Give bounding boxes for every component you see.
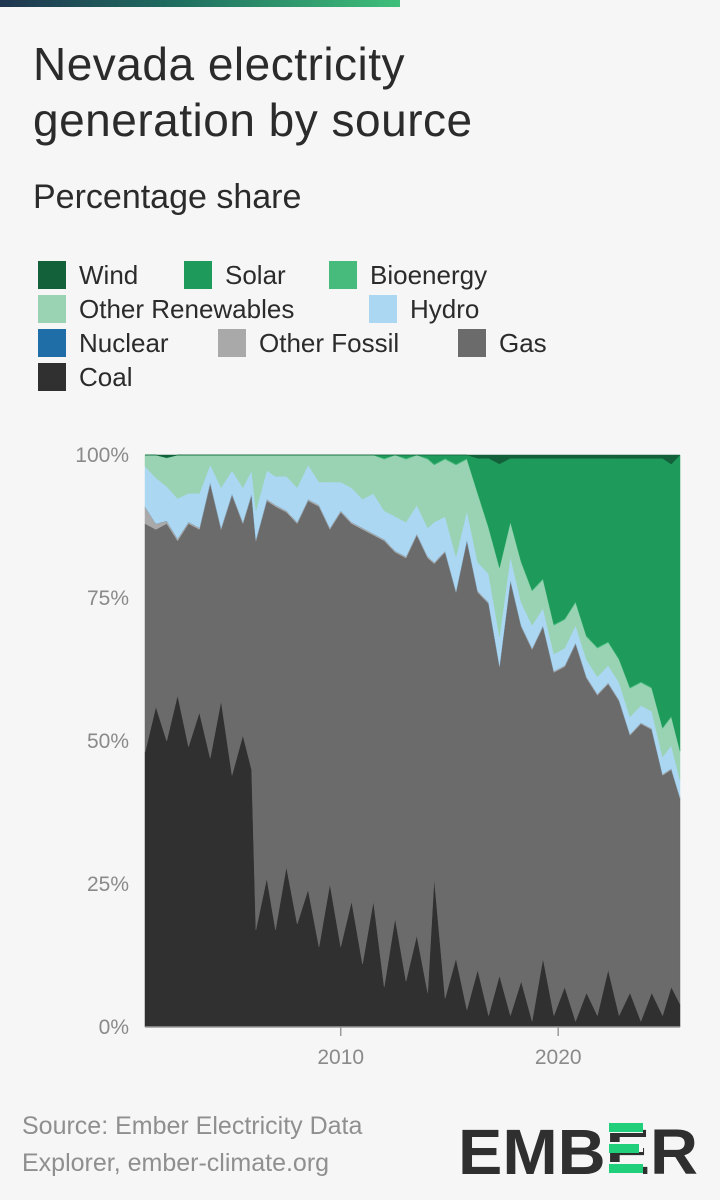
y-tick-label-100: 100% [75, 444, 129, 467]
legend-label-nuclear: Nuclear [79, 328, 169, 358]
y-tick-label-0: 0% [99, 1016, 129, 1039]
y-tick-label-50: 50% [87, 730, 129, 753]
y-axis-ticks: 0% 25% 50% 75% 100% [75, 444, 129, 1039]
legend-swatch-wind [38, 261, 66, 289]
legend-label-solar: Solar [225, 260, 286, 290]
legend-swatch-nuclear [38, 329, 66, 357]
chart-title-line-1: Nevada electricity [33, 38, 406, 90]
chart-title-line-2: generation by source [33, 94, 473, 146]
legend-label-bioenergy: Bioenergy [370, 260, 488, 290]
x-axis-ticks: 2010 2020 [317, 1027, 582, 1069]
chart-subtitle: Percentage share [33, 178, 302, 216]
source-note: Source: Ember Electricity Data Explorer,… [22, 1108, 452, 1182]
stacked-area-chart: 0% 25% 50% 75% 100% 2010 2020 [75, 444, 681, 1069]
chart-title: Nevada electricity generation by source [33, 36, 473, 148]
legend-swatch-coal [38, 363, 66, 391]
area-series-wind [145, 454, 681, 465]
legend-swatch-other-renewables [38, 295, 66, 323]
legend-label-gas: Gas [499, 328, 547, 358]
y-tick-label-75: 75% [87, 587, 129, 610]
legend-swatch-hydro [369, 295, 397, 323]
legend-label-coal: Coal [79, 362, 133, 392]
legend-swatch-bioenergy [329, 261, 357, 289]
source-line-1: Source: Ember Electricity Data [22, 1112, 363, 1140]
legend-swatch-other-fossil [218, 329, 246, 357]
legend-swatch-gas [458, 329, 486, 357]
y-tick-label-25: 25% [87, 873, 129, 896]
ember-logo-text: EMBER [458, 1118, 698, 1180]
source-line-2: Explorer, ember-climate.org [22, 1149, 330, 1177]
legend-label-hydro: Hydro [410, 294, 480, 324]
ember-logo: EMBER [458, 1118, 698, 1180]
legend-label-other-renewables: Other Renewables [79, 294, 295, 324]
legend-label-wind: Wind [79, 260, 139, 290]
x-tick-label-2020: 2020 [535, 1046, 582, 1069]
logo-accent-bar-middle [609, 1144, 639, 1153]
logo-accent-bar-bottom [609, 1164, 643, 1173]
x-tick-label-2010: 2010 [317, 1046, 364, 1069]
legend-label-other-fossil: Other Fossil [259, 328, 400, 358]
top-accent-bar [0, 0, 400, 7]
logo-accent-bar-top [609, 1123, 643, 1132]
legend-swatch-solar [184, 261, 212, 289]
chart-legend: Wind Solar Bioenergy Other Renewables Hy… [0, 0, 720, 400]
chart-areas [144, 454, 681, 1028]
